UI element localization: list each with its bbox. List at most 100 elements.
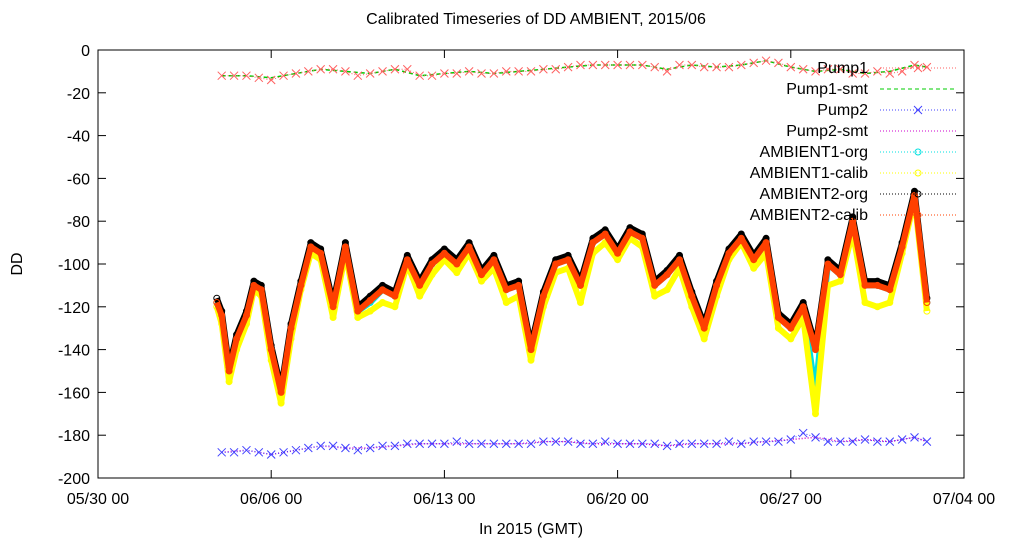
data-point xyxy=(812,410,819,418)
data-point xyxy=(700,335,708,343)
data-point xyxy=(749,58,759,68)
data-point xyxy=(861,281,869,289)
data-point xyxy=(736,60,746,70)
data-point xyxy=(774,437,783,446)
data-point xyxy=(415,71,425,81)
data-point xyxy=(886,286,894,294)
data-point xyxy=(427,439,437,449)
data-point xyxy=(589,239,597,247)
data-point xyxy=(329,303,337,311)
data-point xyxy=(787,324,795,332)
plot-data-layer xyxy=(213,56,932,459)
data-point xyxy=(786,435,796,444)
data-point xyxy=(303,67,313,76)
data-point xyxy=(213,299,221,306)
data-point xyxy=(750,256,758,264)
data-point xyxy=(452,69,462,78)
data-point xyxy=(243,311,250,319)
data-point xyxy=(233,335,241,343)
data-point xyxy=(477,439,486,449)
data-point xyxy=(761,56,771,66)
series-line xyxy=(221,59,928,79)
data-point xyxy=(365,443,375,453)
data-point xyxy=(328,441,338,451)
data-point xyxy=(440,439,449,449)
data-point xyxy=(564,256,572,264)
data-point xyxy=(638,234,646,242)
legend-label: Pump1-smt xyxy=(786,81,868,98)
data-point xyxy=(266,75,276,85)
data-point xyxy=(514,439,523,449)
data-point xyxy=(307,243,315,251)
data-point xyxy=(279,71,288,81)
data-point xyxy=(601,230,609,238)
x-tick-label: 05/30 00 xyxy=(67,491,129,508)
data-point xyxy=(577,299,584,306)
data-point xyxy=(291,445,301,455)
legend-label: Pump2 xyxy=(817,102,868,119)
data-point xyxy=(539,64,548,74)
data-point xyxy=(563,437,573,446)
data-point xyxy=(613,60,622,70)
data-point xyxy=(885,69,895,78)
data-point xyxy=(428,260,436,268)
data-point xyxy=(712,439,721,449)
chart-title: Calibrated Timeseries of DD AMBIENT, 201… xyxy=(366,11,706,28)
data-point xyxy=(737,234,745,242)
data-point xyxy=(213,294,221,302)
data-point xyxy=(625,439,635,449)
y-tick-label: -200 xyxy=(58,471,90,488)
data-point xyxy=(297,281,305,289)
y-tick-label: -180 xyxy=(58,428,90,445)
legend-marker xyxy=(914,190,922,198)
data-point xyxy=(700,324,708,332)
data-point xyxy=(379,286,386,294)
data-point xyxy=(527,346,535,354)
data-point xyxy=(923,307,931,315)
data-point xyxy=(675,60,684,70)
data-point xyxy=(427,71,437,81)
data-point xyxy=(911,192,918,199)
data-point xyxy=(860,435,870,444)
data-point xyxy=(464,67,474,76)
data-point xyxy=(328,64,338,74)
data-point xyxy=(873,437,882,446)
data-point xyxy=(576,439,585,449)
data-point xyxy=(835,64,845,74)
y-tick-label: -140 xyxy=(58,343,90,360)
data-point xyxy=(724,437,734,446)
data-point xyxy=(873,281,881,289)
data-point xyxy=(922,437,932,446)
data-point xyxy=(774,314,782,321)
data-point xyxy=(799,303,807,311)
data-point xyxy=(489,439,499,449)
legend-item: AMBIENT1-org xyxy=(760,144,956,161)
data-point xyxy=(390,441,400,451)
data-point xyxy=(923,299,931,306)
legend-marker xyxy=(913,105,923,115)
data-point xyxy=(254,73,264,83)
x-tick-label: 07/04 00 xyxy=(933,491,995,508)
data-point xyxy=(774,324,782,332)
data-point xyxy=(835,437,845,446)
x-tick-label: 06/27 00 xyxy=(760,491,822,508)
data-point xyxy=(650,62,660,72)
data-point xyxy=(477,69,486,78)
data-point xyxy=(812,346,819,354)
data-point xyxy=(490,256,498,264)
data-point xyxy=(217,71,227,81)
data-point xyxy=(786,62,796,72)
data-point xyxy=(676,256,683,264)
data-point xyxy=(391,303,399,311)
data-point xyxy=(650,439,660,449)
legend-label: AMBIENT1-org xyxy=(760,144,868,161)
data-point xyxy=(588,439,598,449)
legend-label: Pump2-smt xyxy=(786,123,868,140)
data-point xyxy=(464,439,474,449)
data-point xyxy=(897,67,907,76)
data-point xyxy=(600,437,610,446)
data-point xyxy=(341,243,349,251)
data-point xyxy=(588,60,598,70)
data-point xyxy=(316,64,326,74)
